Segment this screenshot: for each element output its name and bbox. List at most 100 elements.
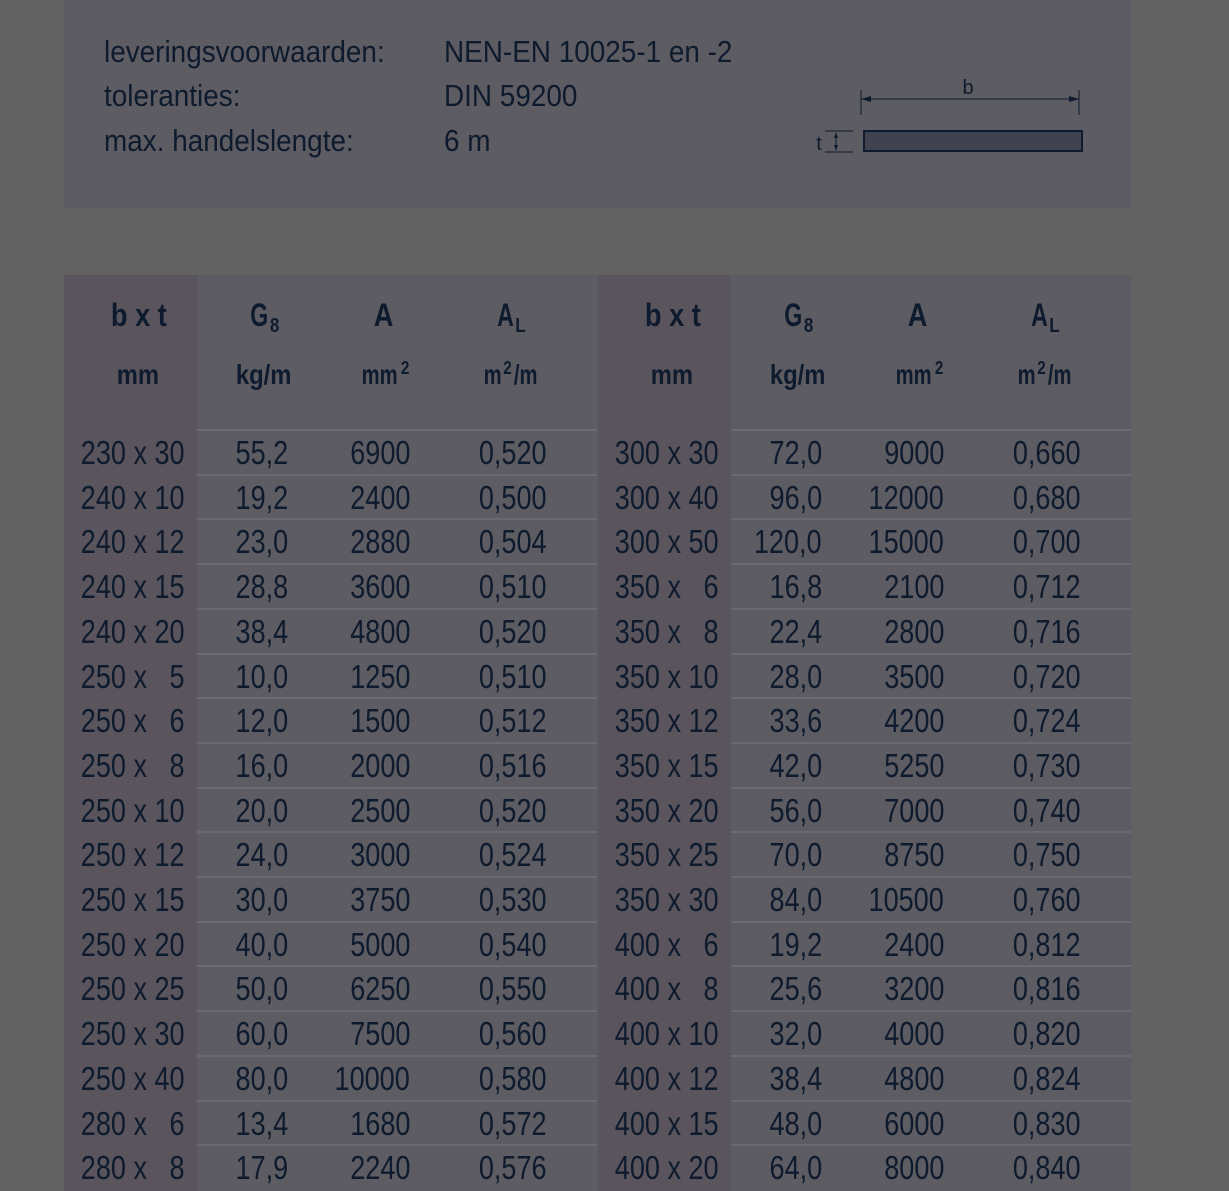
row-divider <box>197 831 597 834</box>
cell-text: 4200 <box>883 702 944 740</box>
table-cell: 30,0 <box>224 878 288 922</box>
table-cell: 350 x 6 <box>592 565 719 609</box>
table-cell: 22,4 <box>758 610 822 654</box>
row-divider <box>731 1010 1131 1013</box>
unit-text: m <box>1017 359 1036 390</box>
cell-text: 240 x 10 <box>81 478 185 516</box>
table-cell: 250 x 15 <box>58 878 185 922</box>
table-cell: 4200 <box>871 699 944 743</box>
spec-label: leveringsvoorwaarden: <box>104 34 385 69</box>
table-cell: 350 x 15 <box>592 744 719 788</box>
table-cell: 0,680 <box>998 476 1081 520</box>
table-cell: 0,760 <box>998 878 1081 922</box>
table-cell: 3750 <box>337 878 410 922</box>
table-cell: 0,576 <box>464 1146 547 1190</box>
cell-text: 38,4 <box>769 1059 822 1097</box>
cell-text: 280 x 6 <box>81 1104 185 1142</box>
cell-text: 350 x 25 <box>615 836 719 874</box>
row-divider <box>197 697 597 700</box>
header-dimension: b x t <box>64 297 214 334</box>
cell-text: 8000 <box>883 1149 944 1187</box>
spec-label: toleranties: <box>104 78 241 113</box>
cell-text: 1680 <box>349 1104 410 1142</box>
cell-text: 0,512 <box>479 702 547 740</box>
cell-text: 55,2 <box>235 434 288 471</box>
row-divider <box>197 1054 597 1057</box>
table-cell: 96,0 <box>758 476 822 520</box>
row-divider <box>731 607 1131 610</box>
table-cell: 12,0 <box>224 699 288 743</box>
cell-text: 0,700 <box>1013 523 1081 561</box>
cell-text: 0,520 <box>479 612 547 650</box>
table-cell: 280 x 8 <box>58 1146 185 1190</box>
row-divider <box>197 741 597 744</box>
header-g: G8 <box>204 297 324 338</box>
cell-text: 13,4 <box>235 1104 288 1142</box>
cell-text: 22,4 <box>769 612 822 650</box>
table-cell: 10000 <box>318 1057 410 1101</box>
cell-text: 6900 <box>349 434 410 471</box>
table-cell: 40,0 <box>224 923 288 967</box>
header-text: A <box>908 297 928 333</box>
unit-a: mm 2 <box>858 359 978 391</box>
unit-al: m2/m <box>451 359 571 391</box>
cell-text: 350 x 12 <box>615 702 719 740</box>
cell-text: 0,840 <box>1013 1149 1081 1187</box>
cell-text: 19,2 <box>769 925 822 963</box>
table-cell: 250 x 5 <box>58 655 185 699</box>
table-cell: 1250 <box>337 655 410 699</box>
dimension-column <box>598 275 731 1191</box>
table-cell: 0,524 <box>464 833 547 877</box>
cell-text: 0,816 <box>1013 970 1081 1008</box>
table-cell: 250 x 20 <box>58 923 185 967</box>
table-cell: 250 x 10 <box>58 789 185 833</box>
flat-bar-cross-section-diagram: b t <box>816 77 1083 155</box>
table-cell: 350 x 10 <box>592 655 719 699</box>
cell-text: 2880 <box>349 523 410 561</box>
table-cell: 0,740 <box>998 789 1081 833</box>
cell-text: 250 x 10 <box>81 791 185 829</box>
table-cell: 16,0 <box>224 744 288 788</box>
cell-text: 2400 <box>883 925 944 963</box>
spec-max-length: max. handelslengte: 6 m <box>104 119 491 163</box>
unit-text: m <box>483 359 502 390</box>
cell-text: 3200 <box>883 970 944 1008</box>
cell-text: 350 x 20 <box>615 791 719 829</box>
table-cell: 9000 <box>871 431 944 475</box>
dimension-column <box>64 275 197 1191</box>
table-cell: 0,530 <box>464 878 547 922</box>
cell-text: 28,8 <box>235 568 288 606</box>
table-cell: 0,700 <box>998 520 1081 564</box>
cell-text: 350 x 6 <box>615 568 719 606</box>
row-divider <box>731 920 1131 923</box>
cell-text: 0,740 <box>1013 791 1081 829</box>
table-cell: 0,720 <box>998 655 1081 699</box>
cell-text: 50,0 <box>235 970 288 1008</box>
table-cell: 5000 <box>337 923 410 967</box>
table-cell: 0,812 <box>998 923 1081 967</box>
cell-text: 400 x 12 <box>615 1059 719 1097</box>
cell-text: 0,820 <box>1013 1015 1081 1053</box>
table-cell: 4000 <box>871 1012 944 1056</box>
table-cell: 400 x 10 <box>592 1012 719 1056</box>
table-cell: 33,6 <box>758 699 822 743</box>
row-divider <box>197 1010 597 1013</box>
cell-text: 40,0 <box>235 925 288 963</box>
cell-text: 0,580 <box>479 1059 547 1097</box>
cell-text: 0,510 <box>479 568 547 606</box>
unit-sup: 2 <box>1037 358 1046 378</box>
table-cell: 19,2 <box>758 923 822 967</box>
cell-text: 3750 <box>349 881 410 918</box>
cell-text: 0,520 <box>479 791 547 829</box>
header-g: G8 <box>738 297 858 338</box>
table-cell: 1500 <box>337 699 410 743</box>
unit-text: mm <box>895 359 932 390</box>
cell-text: 30,0 <box>235 881 288 918</box>
unit-dimension: mm <box>78 359 198 391</box>
cell-text: 10,0 <box>235 657 288 695</box>
cell-text: 0,576 <box>479 1149 547 1187</box>
table-cell: 3500 <box>871 655 944 699</box>
cell-text: 250 x 25 <box>81 970 185 1008</box>
cell-text: 32,0 <box>769 1015 822 1053</box>
cell-text: 0,730 <box>1013 746 1081 784</box>
